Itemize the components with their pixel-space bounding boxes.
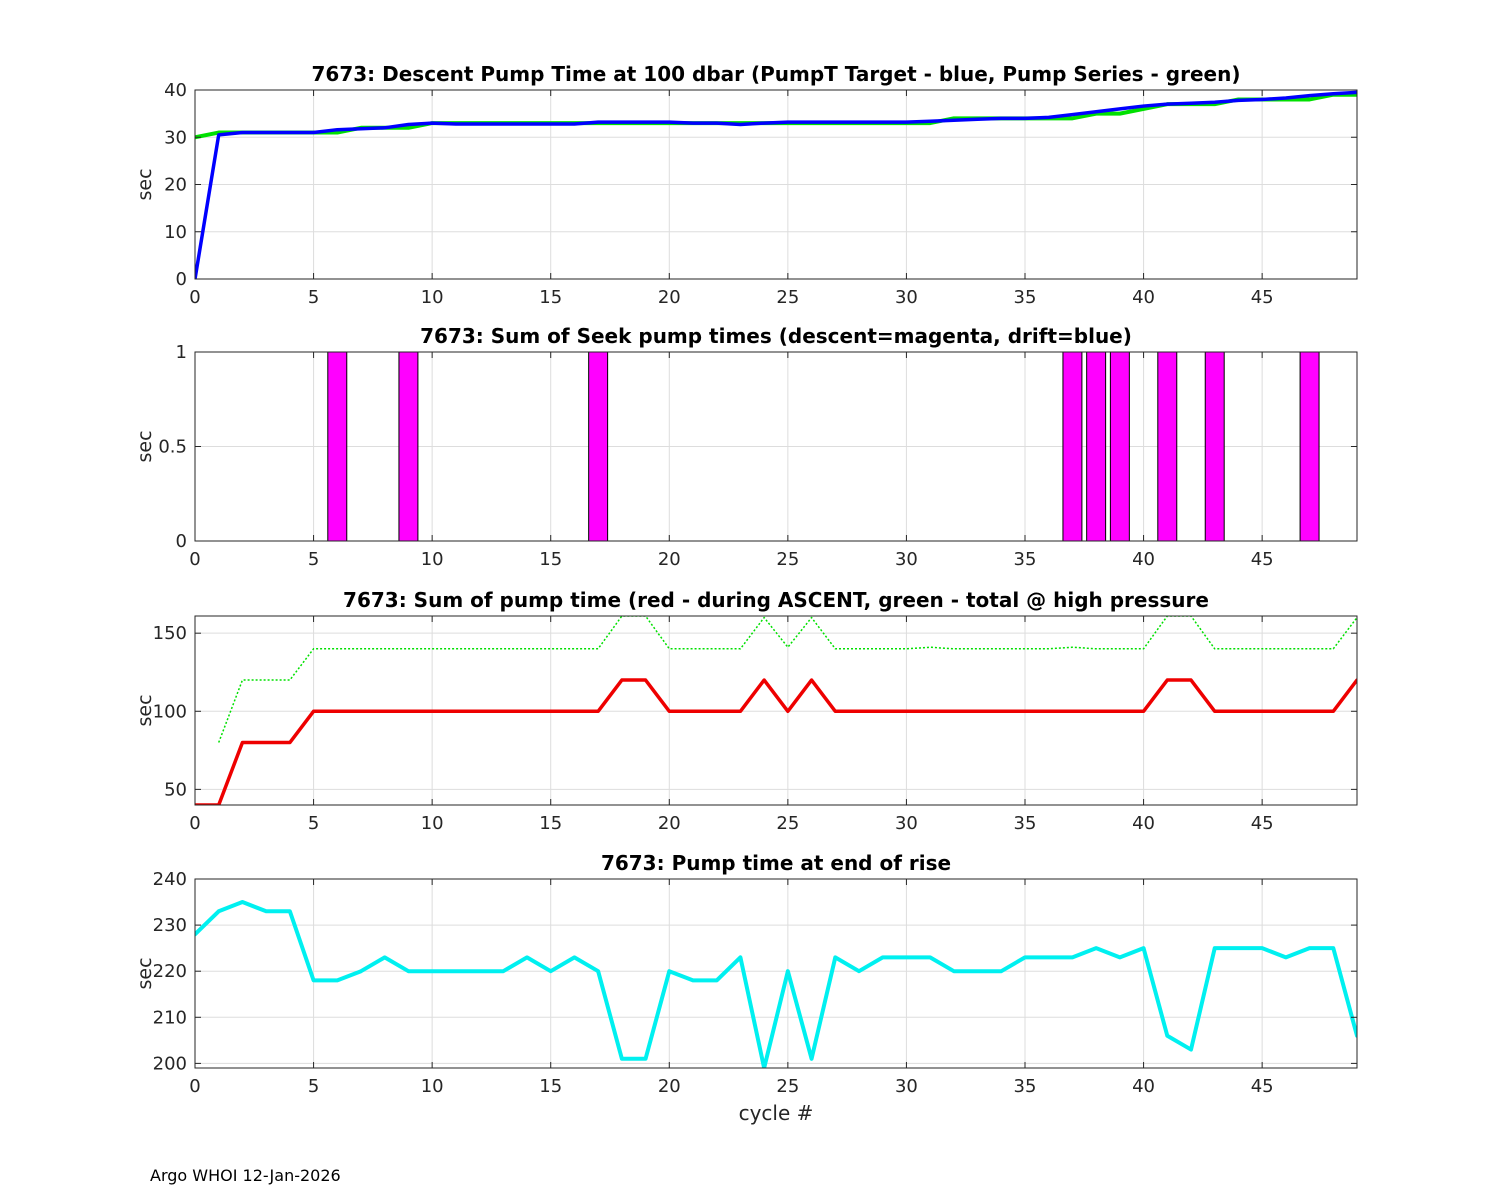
x-tick-label: 10 xyxy=(421,1076,444,1097)
x-tick-label: 0 xyxy=(189,549,200,570)
x-tick-label: 25 xyxy=(776,549,799,570)
x-tick-label: 30 xyxy=(895,287,918,308)
series-layer xyxy=(327,352,1320,541)
chart-panel-4: 0 5 10 15 20 25 30 35 40 45 200 210 220 230 240 7673: P… xyxy=(134,851,1358,1125)
x-tick-label: 45 xyxy=(1251,813,1274,834)
x-tick-label: 20 xyxy=(658,287,681,308)
plot-frame xyxy=(194,878,1358,1069)
y-tick-label: 30 xyxy=(164,127,187,148)
x-tick-label: 30 xyxy=(895,549,918,570)
x-tick-label: 20 xyxy=(658,549,681,570)
bar-descent-17 xyxy=(588,352,609,541)
x-tick-label: 35 xyxy=(1014,1076,1037,1097)
line-pump-time-at-end-of-rise xyxy=(195,900,1357,1068)
series-layer xyxy=(195,90,1357,279)
chart-panel-2: 0 5 10 15 20 25 30 35 40 45 0 0.5 1 7673: Sum of Seek… xyxy=(134,324,1358,570)
x-tick-label: 25 xyxy=(776,1076,799,1097)
bar-descent-41 xyxy=(1157,352,1178,541)
y-tick-label: 220 xyxy=(153,961,187,982)
x-tick-label: 40 xyxy=(1132,549,1155,570)
x-tick-label: 15 xyxy=(539,287,562,308)
y-tick-label: 20 xyxy=(164,175,187,196)
line-total-high-pressure xyxy=(218,616,1357,743)
x-tick-label: 0 xyxy=(189,287,200,308)
x-tick-label: 45 xyxy=(1251,549,1274,570)
y-axis-label: sec xyxy=(134,168,156,200)
y-tick-label: 50 xyxy=(164,779,187,800)
y-tick-label: 40 xyxy=(164,80,187,101)
x-tick-label: 15 xyxy=(539,1076,562,1097)
y-tick-label: 200 xyxy=(153,1053,187,1074)
x-tick-label: 40 xyxy=(1132,813,1155,834)
bar-descent-37 xyxy=(1062,352,1083,541)
x-tick-label: 0 xyxy=(189,813,200,834)
x-tick-label: 10 xyxy=(421,287,444,308)
x-tick-label: 45 xyxy=(1251,287,1274,308)
bar-descent-6 xyxy=(327,352,348,541)
y-axis-label: sec xyxy=(134,957,156,989)
plot-frame xyxy=(194,615,1358,806)
line-pumpt-target xyxy=(195,90,1357,279)
chart-title: 7673: Pump time at end of rise xyxy=(601,851,951,875)
y-tick-label: 150 xyxy=(153,623,187,644)
x-tick-label: 5 xyxy=(308,813,319,834)
line-during-ascent xyxy=(195,678,1357,805)
y-tick-label: 100 xyxy=(153,701,187,722)
y-tick-label: 210 xyxy=(153,1007,187,1028)
chart-panel-3: 0 5 10 15 20 25 30 35 40 45 50 100 150 7673: Sum of p… xyxy=(134,588,1358,834)
x-tick-label: 0 xyxy=(189,1076,200,1097)
y-tick-label: 0 xyxy=(176,269,187,290)
bar-descent-9 xyxy=(398,352,419,541)
x-tick-label: 15 xyxy=(539,549,562,570)
bar-descent-47 xyxy=(1299,352,1320,541)
x-tick-label: 30 xyxy=(895,1076,918,1097)
x-tick-label: 40 xyxy=(1132,287,1155,308)
x-tick-label: 30 xyxy=(895,813,918,834)
series-layer xyxy=(195,900,1357,1068)
x-axis-label: cycle # xyxy=(739,1101,814,1125)
x-tick-label: 5 xyxy=(308,549,319,570)
bar-descent-38 xyxy=(1086,352,1107,541)
x-tick-label: 5 xyxy=(308,287,319,308)
x-tick-label: 5 xyxy=(308,1076,319,1097)
chart-title: 7673: Descent Pump Time at 100 dbar (Pum… xyxy=(312,62,1241,86)
x-tick-label: 10 xyxy=(421,549,444,570)
chart-title: 7673: Sum of pump time (red - during ASC… xyxy=(343,588,1209,612)
x-tick-label: 25 xyxy=(776,813,799,834)
y-tick-label: 230 xyxy=(153,915,187,936)
x-tick-label: 20 xyxy=(658,813,681,834)
bar-descent-43 xyxy=(1204,352,1225,541)
x-tick-label: 45 xyxy=(1251,1076,1274,1097)
y-tick-label: 0.5 xyxy=(158,437,187,458)
series-layer xyxy=(195,616,1357,805)
plot-area xyxy=(195,879,1357,1068)
x-tick-label: 10 xyxy=(421,813,444,834)
y-tick-label: 10 xyxy=(164,222,187,243)
x-tick-label: 20 xyxy=(658,1076,681,1097)
x-tick-label: 35 xyxy=(1014,813,1037,834)
x-tick-label: 35 xyxy=(1014,549,1037,570)
chart-title: 7673: Sum of Seek pump times (descent=ma… xyxy=(420,324,1132,348)
bar-descent-39 xyxy=(1109,352,1130,541)
y-axis-label: sec xyxy=(134,430,156,462)
y-tick-label: 0 xyxy=(176,531,187,552)
chart-panel-1: 0 5 10 15 20 25 30 35 40 45 0 10 20 30 40 7673: Descent… xyxy=(134,62,1358,308)
y-axis-label: sec xyxy=(134,694,156,726)
x-tick-label: 25 xyxy=(776,287,799,308)
x-tick-label: 15 xyxy=(539,813,562,834)
footer-credit: Argo WHOI 12-Jan-2026 xyxy=(150,1166,341,1185)
y-tick-label: 240 xyxy=(153,869,187,890)
y-tick-label: 1 xyxy=(176,342,187,363)
x-tick-label: 35 xyxy=(1014,287,1037,308)
x-tick-label: 40 xyxy=(1132,1076,1155,1097)
